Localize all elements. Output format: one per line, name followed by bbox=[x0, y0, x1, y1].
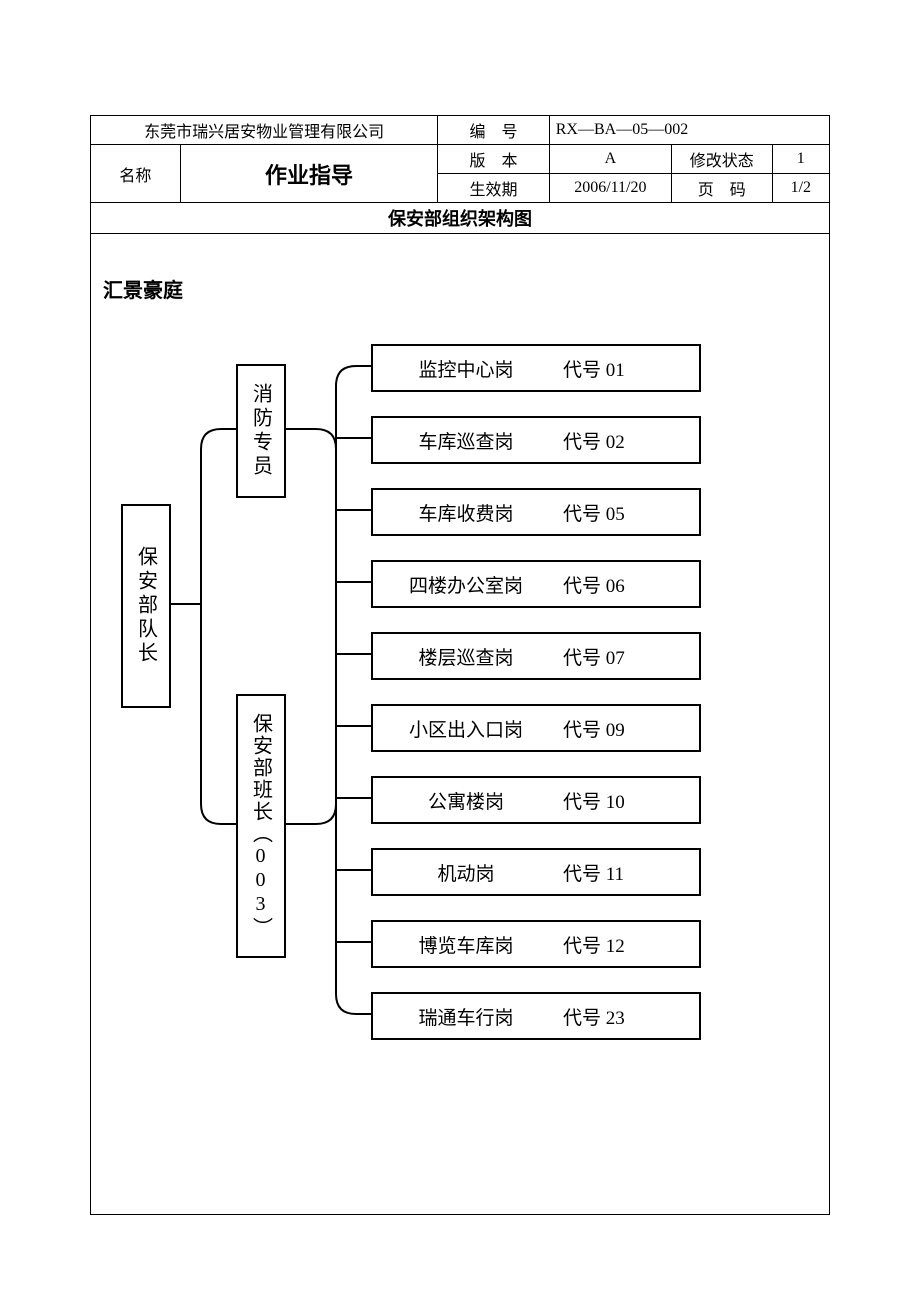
post-name: 小区出入口岗 bbox=[373, 715, 559, 742]
rev-label: 修改状态 bbox=[671, 145, 772, 174]
post-code: 代号 02 bbox=[559, 427, 699, 454]
node-squad-leader: 保安部班长（003） bbox=[236, 694, 286, 958]
post-name: 车库巡查岗 bbox=[373, 427, 559, 454]
post-code: 代号 12 bbox=[559, 931, 699, 958]
company-cell: 东莞市瑞兴居安物业管理有限公司 bbox=[91, 116, 438, 145]
post-box: 楼层巡查岗代号 07 bbox=[371, 632, 701, 680]
post-box: 车库巡查岗代号 02 bbox=[371, 416, 701, 464]
page-value: 1/2 bbox=[772, 174, 829, 203]
rev-value: 1 bbox=[772, 145, 829, 174]
code-value: RX—BA—05—002 bbox=[549, 116, 829, 145]
post-code: 代号 11 bbox=[559, 859, 699, 886]
post-box: 机动岗代号 11 bbox=[371, 848, 701, 896]
post-name: 机动岗 bbox=[373, 859, 559, 886]
org-chart: 汇景豪庭 保安部队长 消防专员 保安部班长（003） 监控中心岗代号 01 车库巡… bbox=[90, 234, 830, 1215]
version-value: A bbox=[549, 145, 671, 174]
post-name: 楼层巡查岗 bbox=[373, 643, 559, 670]
node-captain: 保安部队长 bbox=[121, 504, 171, 708]
version-label: 版 本 bbox=[438, 145, 549, 174]
post-box: 车库收费岗代号 05 bbox=[371, 488, 701, 536]
post-box: 博览车库岗代号 12 bbox=[371, 920, 701, 968]
post-code: 代号 06 bbox=[559, 571, 699, 598]
eff-value: 2006/11/20 bbox=[549, 174, 671, 203]
doc-title: 保安部组织架构图 bbox=[91, 203, 830, 234]
post-box: 四楼办公室岗代号 06 bbox=[371, 560, 701, 608]
post-code: 代号 07 bbox=[559, 643, 699, 670]
post-code: 代号 09 bbox=[559, 715, 699, 742]
post-box: 小区出入口岗代号 09 bbox=[371, 704, 701, 752]
post-code: 代号 10 bbox=[559, 787, 699, 814]
post-name: 博览车库岗 bbox=[373, 931, 559, 958]
doc-header-table: 东莞市瑞兴居安物业管理有限公司 编 号 RX—BA—05—002 名称 作业指导… bbox=[90, 115, 830, 234]
project-name: 汇景豪庭 bbox=[103, 274, 183, 303]
node-fire-specialist: 消防专员 bbox=[236, 364, 286, 498]
post-code: 代号 05 bbox=[559, 499, 699, 526]
doc-type: 作业指导 bbox=[180, 145, 438, 203]
post-name: 车库收费岗 bbox=[373, 499, 559, 526]
post-box: 瑞通车行岗代号 23 bbox=[371, 992, 701, 1040]
post-box: 监控中心岗代号 01 bbox=[371, 344, 701, 392]
post-name: 四楼办公室岗 bbox=[373, 571, 559, 598]
eff-label: 生效期 bbox=[438, 174, 549, 203]
post-box: 公寓楼岗代号 10 bbox=[371, 776, 701, 824]
post-name: 监控中心岗 bbox=[373, 355, 559, 382]
post-code: 代号 23 bbox=[559, 1003, 699, 1030]
page-label: 页 码 bbox=[671, 174, 772, 203]
post-name: 瑞通车行岗 bbox=[373, 1003, 559, 1030]
post-code: 代号 01 bbox=[559, 355, 699, 382]
name-label: 名称 bbox=[91, 145, 181, 203]
code-label: 编 号 bbox=[438, 116, 549, 145]
page: 东莞市瑞兴居安物业管理有限公司 编 号 RX—BA—05—002 名称 作业指导… bbox=[90, 115, 830, 1215]
post-name: 公寓楼岗 bbox=[373, 787, 559, 814]
